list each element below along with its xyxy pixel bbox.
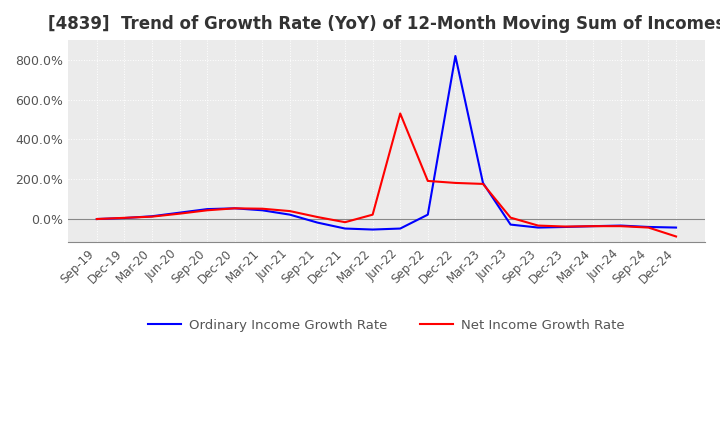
Ordinary Income Growth Rate xyxy=(148,213,156,219)
Net Income Growth Rate xyxy=(451,180,459,186)
Ordinary Income Growth Rate xyxy=(479,180,487,186)
Line: Ordinary Income Growth Rate: Ordinary Income Growth Rate xyxy=(96,56,676,230)
Ordinary Income Growth Rate xyxy=(451,53,459,59)
Ordinary Income Growth Rate xyxy=(562,224,570,230)
Title: [4839]  Trend of Growth Rate (YoY) of 12-Month Moving Sum of Incomes: [4839] Trend of Growth Rate (YoY) of 12-… xyxy=(48,15,720,33)
Net Income Growth Rate xyxy=(672,234,680,239)
Net Income Growth Rate xyxy=(92,216,101,222)
Net Income Growth Rate xyxy=(562,224,570,229)
Ordinary Income Growth Rate xyxy=(341,226,349,231)
Ordinary Income Growth Rate xyxy=(616,223,625,228)
Net Income Growth Rate xyxy=(616,224,625,229)
Ordinary Income Growth Rate xyxy=(230,205,239,211)
Ordinary Income Growth Rate xyxy=(506,222,515,227)
Net Income Growth Rate xyxy=(396,111,405,116)
Net Income Growth Rate xyxy=(341,220,349,225)
Ordinary Income Growth Rate xyxy=(120,216,129,221)
Ordinary Income Growth Rate xyxy=(175,210,184,215)
Net Income Growth Rate xyxy=(148,214,156,219)
Legend: Ordinary Income Growth Rate, Net Income Growth Rate: Ordinary Income Growth Rate, Net Income … xyxy=(143,314,630,337)
Net Income Growth Rate xyxy=(313,214,322,220)
Net Income Growth Rate xyxy=(258,206,266,211)
Ordinary Income Growth Rate xyxy=(423,212,432,217)
Net Income Growth Rate xyxy=(534,223,542,228)
Ordinary Income Growth Rate xyxy=(203,206,212,212)
Ordinary Income Growth Rate xyxy=(534,225,542,230)
Net Income Growth Rate xyxy=(644,225,653,230)
Ordinary Income Growth Rate xyxy=(313,220,322,225)
Net Income Growth Rate xyxy=(423,178,432,183)
Net Income Growth Rate xyxy=(286,209,294,214)
Net Income Growth Rate xyxy=(369,212,377,217)
Ordinary Income Growth Rate xyxy=(369,227,377,232)
Net Income Growth Rate xyxy=(479,181,487,187)
Net Income Growth Rate xyxy=(589,224,598,229)
Net Income Growth Rate xyxy=(203,208,212,213)
Ordinary Income Growth Rate xyxy=(589,224,598,229)
Net Income Growth Rate xyxy=(175,211,184,216)
Net Income Growth Rate xyxy=(230,205,239,211)
Ordinary Income Growth Rate xyxy=(644,224,653,230)
Ordinary Income Growth Rate xyxy=(396,226,405,231)
Ordinary Income Growth Rate xyxy=(672,225,680,230)
Ordinary Income Growth Rate xyxy=(92,216,101,222)
Net Income Growth Rate xyxy=(120,215,129,220)
Line: Net Income Growth Rate: Net Income Growth Rate xyxy=(96,114,676,236)
Net Income Growth Rate xyxy=(506,215,515,220)
Ordinary Income Growth Rate xyxy=(258,208,266,213)
Ordinary Income Growth Rate xyxy=(286,212,294,217)
